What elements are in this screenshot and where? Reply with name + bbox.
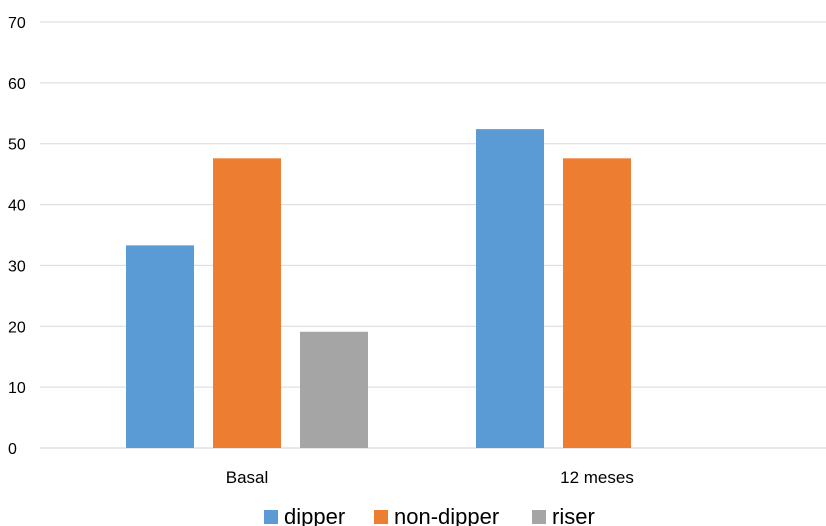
- legend-label: dipper: [284, 504, 345, 526]
- y-tick-label: 0: [8, 441, 17, 458]
- x-category-label: 12 meses: [560, 468, 634, 487]
- legend-item-riser: riser: [532, 504, 595, 526]
- bar-riser-0: [300, 331, 368, 448]
- bar-non-dipper-0: [213, 158, 281, 448]
- bar-non-dipper-1: [563, 158, 631, 448]
- y-tick-label: 70: [8, 15, 26, 32]
- bar-dipper-0: [126, 245, 194, 448]
- x-axis-categories: Basal 12 meses: [226, 468, 634, 487]
- bar-dipper-1: [476, 129, 544, 448]
- legend-item-non-dipper: non-dipper: [374, 504, 499, 526]
- y-tick-label: 30: [8, 258, 26, 275]
- x-category-label: Basal: [226, 468, 269, 487]
- y-tick-label: 10: [8, 380, 26, 397]
- legend-swatch: [532, 510, 546, 524]
- y-axis-ticks: 0 10 20 30 40 50 60 70: [8, 15, 26, 458]
- legend-label: riser: [552, 504, 595, 526]
- legend-label: non-dipper: [394, 504, 499, 526]
- legend-swatch: [374, 510, 388, 524]
- y-tick-label: 20: [8, 319, 26, 336]
- legend-swatch: [264, 510, 278, 524]
- legend: dipper non-dipper riser: [264, 504, 595, 526]
- bars: [126, 129, 631, 448]
- y-tick-label: 40: [8, 198, 26, 215]
- y-tick-label: 50: [8, 137, 26, 154]
- legend-item-dipper: dipper: [264, 504, 345, 526]
- y-tick-label: 60: [8, 76, 26, 93]
